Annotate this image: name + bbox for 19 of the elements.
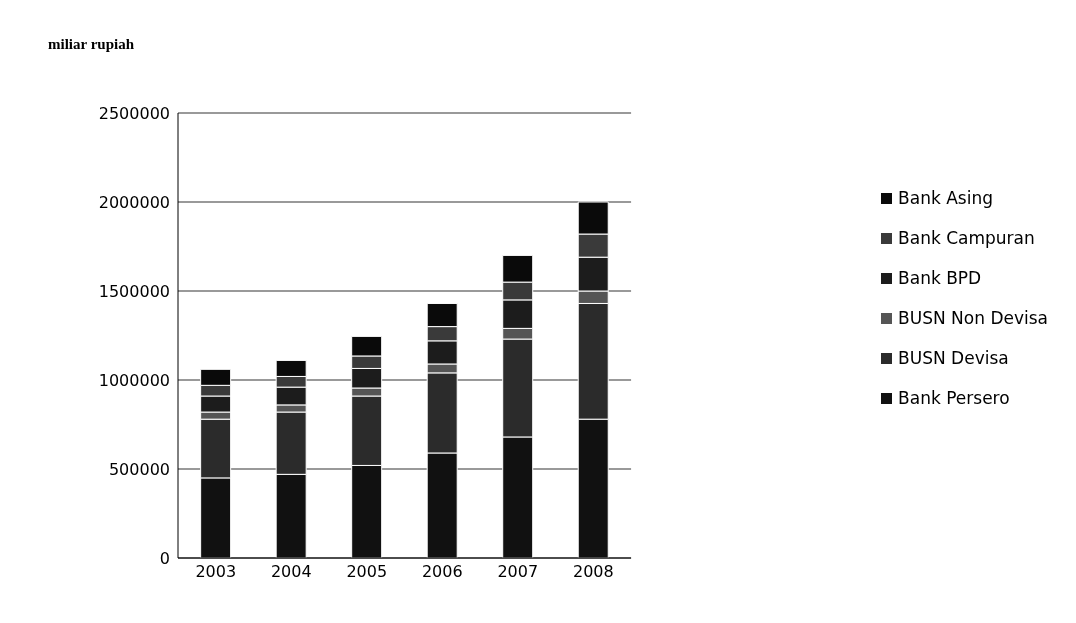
y-tick-label: 1000000 xyxy=(98,370,170,390)
legend-label: Bank Campuran xyxy=(898,228,1035,248)
legend-label: BUSN Non Devisa xyxy=(898,308,1048,328)
y-tick-label: 2000000 xyxy=(98,192,170,212)
legend-label: Bank Asing xyxy=(898,188,993,208)
legend-label: Bank Persero xyxy=(898,388,1010,408)
legend-label: Bank BPD xyxy=(898,268,982,288)
legend-label: BUSN Devisa xyxy=(898,348,1009,368)
x-tick-label: 2006 xyxy=(421,562,463,582)
x-tick-label: 2004 xyxy=(270,562,312,582)
x-tick-label: 2005 xyxy=(346,562,388,582)
y-tick-label: 0 xyxy=(159,548,170,568)
x-tick-label: 2003 xyxy=(195,562,237,582)
x-tick-label: 2008 xyxy=(572,562,614,582)
y-axis-title: miliar rupiah xyxy=(48,36,134,53)
y-tick-label: 2500000 xyxy=(98,103,170,123)
y-tick-label: 1500000 xyxy=(98,281,170,301)
x-tick-label: 2007 xyxy=(497,562,539,582)
y-tick-label: 500000 xyxy=(108,459,170,479)
